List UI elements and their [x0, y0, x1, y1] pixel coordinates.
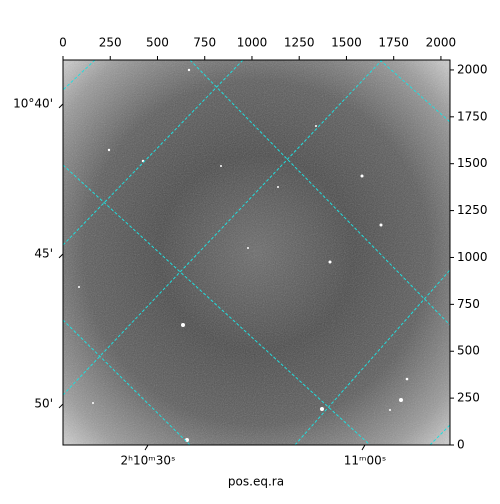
- dec-tick: [58, 253, 64, 259]
- dec-tick: [58, 403, 64, 409]
- x-tick-label: 250: [99, 36, 122, 50]
- x-tick-label: 1750: [378, 36, 409, 50]
- dec-tick-label: 10°40': [13, 96, 53, 110]
- ra-tick-label: 2ʰ10ᵐ30ˢ: [121, 454, 176, 468]
- y-tick-label: 500: [457, 344, 480, 358]
- x-tick-label: 1250: [284, 36, 315, 50]
- ra-tick-label: 11ᵐ00ˢ: [344, 454, 387, 468]
- ra-tick: [144, 444, 149, 451]
- y-tick-label: 750: [457, 297, 480, 311]
- x-tick-label: 2000: [426, 36, 457, 50]
- y-tick-label: 1500: [457, 156, 488, 170]
- y-tick-label: 1250: [457, 203, 488, 217]
- x-tick-label: 750: [193, 36, 216, 50]
- x-tick-label: 500: [146, 36, 169, 50]
- y-tick-label: 1750: [457, 109, 488, 123]
- x-tick-label: 1500: [331, 36, 362, 50]
- frame: [62, 59, 451, 446]
- y-tick-label: 0: [457, 438, 465, 452]
- y-tick-label: 2000: [457, 62, 488, 76]
- dec-tick-label: 50': [34, 396, 53, 410]
- sky-image: [63, 60, 450, 445]
- x-tick-label: 0: [59, 36, 67, 50]
- x-axis-label: pos.eq.ra: [228, 475, 284, 489]
- dec-tick-label: 45': [34, 246, 53, 260]
- ra-tick: [361, 444, 366, 451]
- dec-tick: [58, 103, 64, 109]
- y-tick-label: 1000: [457, 250, 488, 264]
- x-tick-label: 1000: [237, 36, 268, 50]
- y-tick-label: 250: [457, 391, 480, 405]
